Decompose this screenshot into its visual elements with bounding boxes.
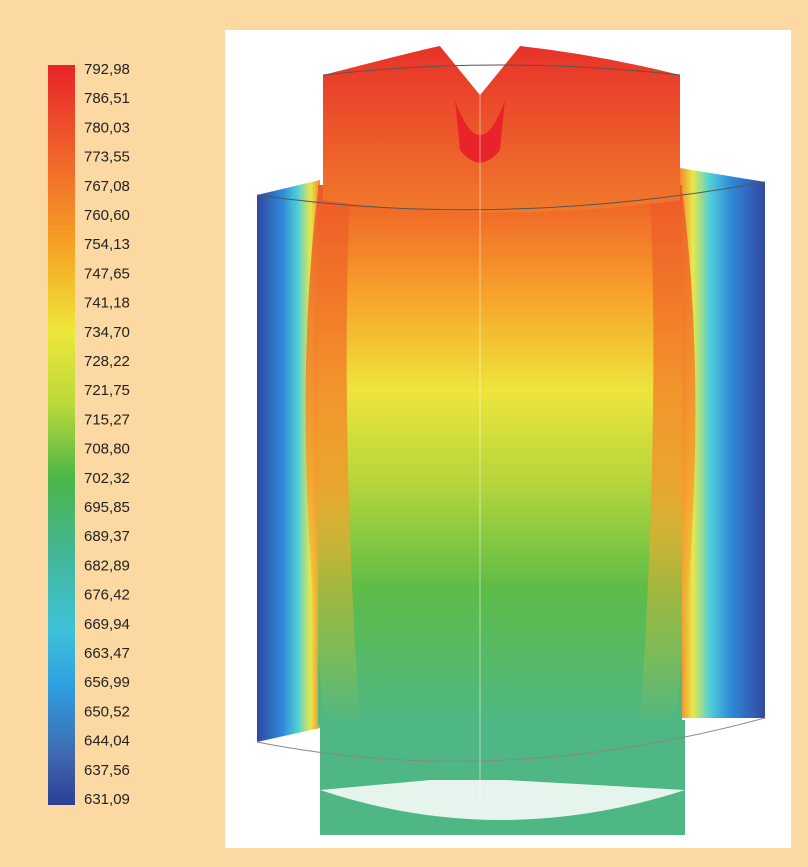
page: {"legend": {"labels": ["792,98", "786,51…: [0, 0, 808, 867]
legend-label: 734,70: [84, 324, 130, 341]
legend-label: 747,65: [84, 265, 130, 282]
figure: 792,98 786,51 780,03 773,55 767,08 760,60 754,…: [0, 0, 808, 867]
legend-label: 767,08: [84, 178, 130, 195]
legend-label: 792,98: [84, 61, 130, 78]
legend-label: 663,47: [84, 645, 130, 662]
legend-label: 644,04: [84, 733, 130, 750]
legend-label: 689,37: [84, 528, 130, 545]
legend-label: 754,13: [84, 236, 130, 253]
legend-label: 741,18: [84, 295, 130, 312]
legend-label: 786,51: [84, 90, 130, 107]
legend-label: 721,75: [84, 382, 130, 399]
legend-label: 676,42: [84, 587, 130, 604]
legend-label: 637,56: [84, 762, 130, 779]
color-bar: [48, 65, 75, 805]
legend-label: 656,99: [84, 674, 130, 691]
legend-label: 760,60: [84, 207, 130, 224]
legend-label: 669,94: [84, 616, 130, 633]
legend-label: 695,85: [84, 499, 130, 516]
legend-label: 682,89: [84, 557, 130, 574]
legend-label: 650,52: [84, 703, 130, 720]
legend-label: 773,55: [84, 149, 130, 166]
legend-label: 702,32: [84, 470, 130, 487]
legend-label: 715,27: [84, 411, 130, 428]
legend-label: 780,03: [84, 119, 130, 136]
legend-label: 631,09: [84, 791, 130, 808]
legend-label: 728,22: [84, 353, 130, 370]
legend-label: 708,80: [84, 441, 130, 458]
